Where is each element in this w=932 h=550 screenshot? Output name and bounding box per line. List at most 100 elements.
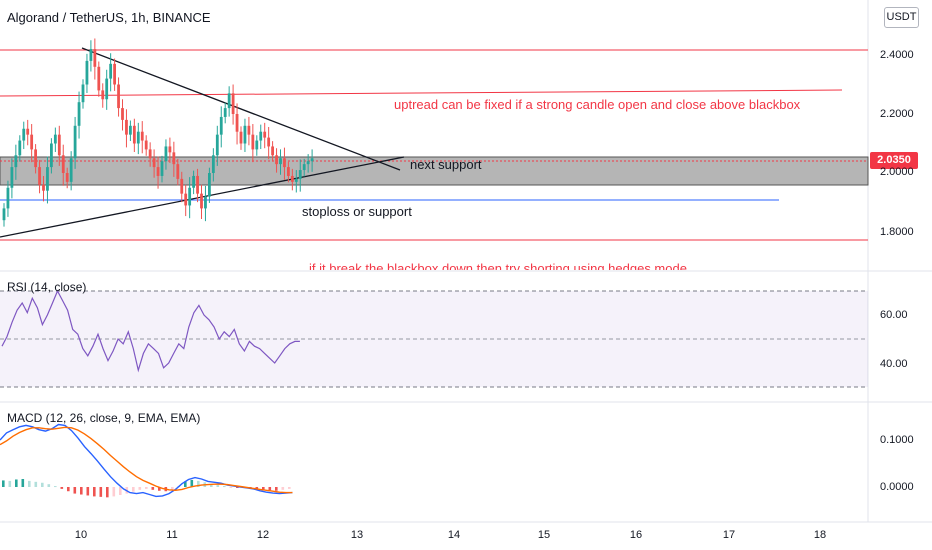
candle-body (18, 140, 22, 156)
candle-body (192, 175, 195, 188)
candle-body (302, 164, 306, 171)
signal-line (0, 426, 293, 494)
macd-histogram-bar (60, 487, 64, 489)
candle-body (247, 125, 251, 135)
candle-body (267, 137, 271, 147)
macd-histogram-bar (8, 480, 12, 487)
macd-histogram-bar (21, 479, 25, 487)
candle-body (211, 155, 215, 173)
candle-body (53, 134, 57, 144)
macd-histogram-bar (138, 487, 142, 490)
macd-histogram-bar (73, 487, 77, 494)
macd-histogram-bar (80, 487, 83, 495)
candle-body (251, 134, 255, 150)
candle-body (215, 134, 219, 156)
currency-button[interactable]: USDT (884, 7, 919, 28)
time-tick-17: 17 (722, 529, 736, 541)
time-tick-15: 15 (537, 529, 551, 541)
macd-histogram-bar (171, 487, 174, 490)
time-tick-14: 14 (447, 529, 461, 541)
candle-body (219, 116, 223, 135)
candle-body (109, 63, 113, 79)
candle-body (196, 175, 199, 194)
next-support-annotation[interactable]: next support (410, 157, 482, 172)
candle-body (136, 131, 140, 144)
candle-body (34, 149, 37, 168)
candle-body (61, 155, 65, 173)
macd-histogram-bar (15, 479, 18, 487)
macd-line (0, 423, 293, 498)
macd-histogram-bar (93, 487, 96, 497)
candle-body (93, 49, 97, 67)
candle-body (184, 193, 188, 206)
candle-body (10, 167, 14, 188)
uptrend-annotation[interactable]: uptread can be fixed if a strong candle … (394, 97, 801, 112)
candle-body (164, 146, 168, 162)
candle-body (101, 90, 105, 100)
macd-histogram-bar (112, 487, 116, 497)
candle-body (73, 125, 77, 159)
candle-body (283, 158, 286, 168)
macd-histogram-bar (281, 487, 285, 490)
descending-trendline[interactable] (81, 47, 401, 171)
candle-body (287, 167, 290, 176)
time-tick-10: 10 (74, 529, 88, 541)
candle-body (42, 184, 45, 191)
candle-body (152, 158, 156, 168)
candle-body (117, 84, 120, 109)
macd-histogram-bar (210, 484, 213, 487)
candle-body (204, 196, 207, 209)
macd-histogram-bar (151, 487, 155, 490)
candle-body (271, 146, 274, 156)
candle-body (129, 125, 132, 135)
macd-histogram-bar (216, 485, 220, 487)
candle-body (81, 84, 85, 103)
macd-tick-0-10: 0.1000 (880, 434, 914, 446)
last-price-tag: 2.0350 (870, 152, 918, 169)
candle-body (89, 49, 93, 61)
candle-body (279, 158, 282, 165)
macd-histogram-bar (28, 480, 31, 487)
candle-body (160, 161, 164, 176)
candle-body (140, 131, 144, 141)
time-tick-11: 11 (166, 529, 178, 541)
macd-histogram-bar (184, 481, 187, 487)
macd-histogram-bar (106, 487, 109, 498)
candle-body (77, 102, 81, 126)
candle-body (132, 125, 136, 144)
price-tick-2-40: 2.4000 (880, 49, 914, 61)
candle-body (69, 158, 73, 182)
macd-histogram-bar (236, 487, 239, 488)
macd-histogram-bar (190, 479, 194, 487)
macd-histogram-bar (119, 487, 122, 495)
candle-body (176, 164, 180, 179)
macd-histogram-bar (2, 480, 5, 487)
time-tick-18: 18 (813, 529, 827, 541)
hedge-annotation[interactable]: if it break the blackbox down then try s… (309, 261, 687, 270)
blackbox-zone[interactable] (0, 156, 869, 186)
macd-histogram-bar (262, 487, 265, 490)
candle-body (113, 63, 116, 85)
candle-body (156, 167, 160, 176)
candle-body (200, 193, 203, 209)
candle-body (208, 173, 211, 197)
candle-body (298, 170, 302, 179)
macd-histogram-bar (47, 484, 51, 487)
candle-body (259, 131, 263, 141)
candle-body (235, 114, 239, 132)
stoploss-annotation[interactable]: stoploss or support (302, 204, 412, 219)
macd-histogram-bar (145, 487, 148, 489)
price-tick-2-00: 2.0000 (880, 166, 914, 178)
macd-histogram-bar (255, 487, 259, 489)
candle-body (50, 143, 53, 168)
macd-histogram-bar (99, 487, 103, 497)
candle-body (180, 178, 184, 194)
uptrend-line[interactable] (0, 89, 843, 97)
candle-body (30, 134, 34, 150)
candle-body (263, 131, 267, 138)
candle-body (172, 152, 176, 165)
macd-tick-0-00: 0.0000 (880, 481, 914, 493)
chart-title: Algorand / TetherUS, 1h, BINANCE (7, 10, 211, 25)
candle-body (148, 149, 152, 159)
